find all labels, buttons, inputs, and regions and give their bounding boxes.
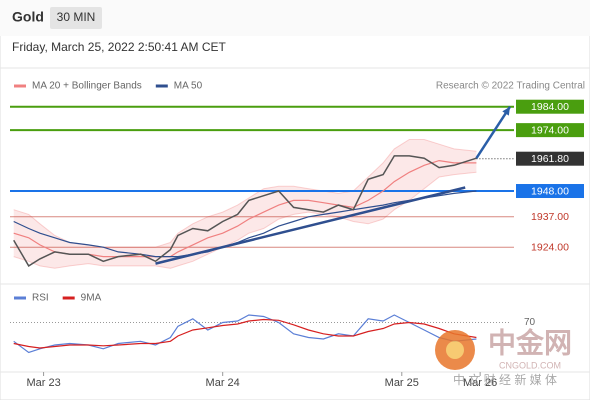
series-line	[13, 190, 477, 258]
level-label: 1937.00	[531, 211, 569, 223]
series-line	[13, 318, 477, 349]
trendline	[155, 186, 466, 265]
interval: 30 MIN	[57, 10, 96, 24]
arrow-head	[502, 106, 510, 116]
legend-label: MA 50	[174, 81, 203, 92]
watermark-site: CNGOLD.COM	[499, 360, 561, 370]
level-label: 1948.00	[531, 185, 569, 197]
y-tick-label: 70	[524, 317, 536, 328]
level-box	[516, 184, 584, 199]
source: Research © 2022 Trading Central	[436, 81, 585, 92]
level-box	[516, 123, 584, 138]
watermark-brand: 中金网	[488, 326, 572, 358]
x-tick-label: Mar 23	[26, 377, 60, 389]
price-line	[13, 155, 477, 267]
plots: 1984.00 1974.00 1961.80 1948.00 1937.00 1924.…	[10, 81, 584, 389]
x-tick-label: Mar 25	[385, 377, 419, 389]
band-line	[13, 171, 477, 269]
level-label: 1961.80	[531, 153, 569, 165]
arrow	[475, 106, 512, 159]
watermark: 中金网 CNGOLD.COM 中 文 财 经 新 媒 体	[435, 326, 572, 387]
symbol: Gold	[12, 9, 44, 25]
legend-label: 9MA	[81, 293, 102, 304]
level-box	[516, 99, 584, 114]
level-label: 1974.00	[531, 124, 569, 136]
watermark-tagline: 中 文 财 经 新 媒 体	[453, 372, 557, 387]
watermark-logo	[446, 341, 464, 359]
interval-badge	[50, 7, 102, 29]
level-box	[516, 151, 584, 166]
timestamp: Friday, March 25, 2022 2:50:41 AM CET	[12, 40, 227, 54]
x-tick-label: Mar 26	[463, 377, 497, 389]
legend-label: RSI	[32, 293, 49, 304]
level-label: 1924.00	[531, 241, 569, 253]
x-tick-label: Mar 24	[206, 377, 240, 389]
legend-label: MA 20 + Bollinger Bands	[32, 81, 142, 92]
level-label: 1984.00	[531, 101, 569, 113]
